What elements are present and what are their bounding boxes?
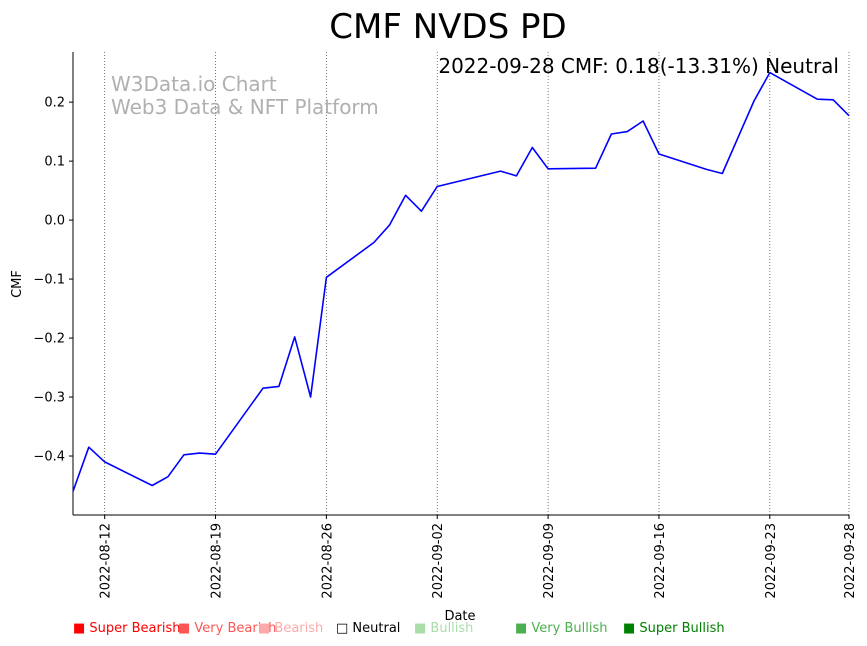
y-tick-label: −0.3 (33, 391, 65, 406)
x-tick-label: 2022-09-09 (542, 523, 557, 599)
y-ticks: −0.4 −0.3 −0.2 −0.1 0.0 0.1 0.2 (33, 96, 73, 465)
series (72, 71, 850, 492)
x-tick-label: 2022-08-12 (99, 523, 114, 599)
x-tick-label: 2022-09-02 (431, 523, 446, 599)
y-tick-label: 0.1 (44, 155, 65, 170)
y-tick-label: −0.1 (33, 273, 65, 288)
x-tick-label: 2022-08-19 (210, 523, 225, 599)
x-tick-label: 2022-08-26 (320, 523, 335, 599)
cmf-line (72, 71, 850, 492)
x-axis-label: Date (444, 609, 475, 624)
legend-item: □ Neutral (336, 621, 401, 636)
axes (72, 52, 849, 516)
chart-title: CMF NVDS PD (329, 7, 566, 47)
x-tick-label: 2022-09-28 (843, 523, 858, 599)
legend-item: ■ Very Bearish (178, 621, 277, 636)
chart-annotation: 2022-09-28 CMF: 0.18(-13.31%) Neutral (438, 54, 839, 78)
legend-item: ■ Bearish (258, 621, 324, 636)
y-tick-label: −0.4 (33, 450, 65, 465)
x-ticks: 2022-08-12 2022-08-19 2022-08-26 2022-09-02… (99, 515, 858, 599)
legend-item: ■ Super Bullish (623, 621, 725, 636)
watermark-line-2: Web3 Data & NFT Platform (111, 95, 379, 119)
watermark-line-1: W3Data.io Chart (111, 72, 277, 96)
y-axis-label: CMF (10, 270, 25, 298)
y-tick-label: 0.0 (44, 214, 65, 229)
legend-item: ■ Very Bullish (515, 621, 608, 636)
legend-item: ■ Bullish (414, 621, 474, 636)
x-tick-label: 2022-09-16 (653, 523, 668, 599)
y-tick-label: 0.2 (44, 96, 65, 111)
watermark: W3Data.io Chart Web3 Data & NFT Platform (111, 72, 379, 119)
y-tick-label: −0.2 (33, 332, 65, 347)
x-tick-label: 2022-09-23 (764, 523, 779, 599)
legend-item: ■ Super Bearish (73, 621, 181, 636)
x-gridlines (104, 52, 850, 515)
